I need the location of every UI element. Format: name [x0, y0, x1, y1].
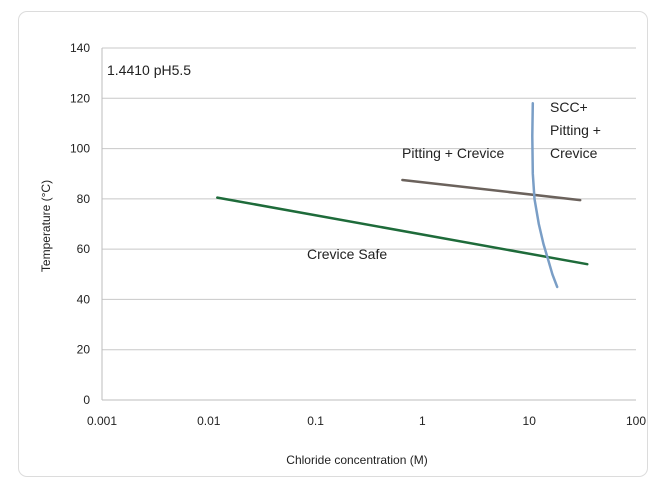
annotation-crevice-safe: Crevice Safe [307, 246, 387, 262]
annotation-scc-line1: SCC+ [550, 99, 588, 115]
y-tick-label: 0 [83, 393, 90, 407]
annotation-pitting-crevice: Pitting + Crevice [402, 145, 505, 161]
y-tick-label: 80 [77, 192, 91, 206]
x-tick-label: 0.001 [87, 414, 117, 428]
x-tick-label: 0.1 [307, 414, 324, 428]
y-tick-label: 40 [77, 292, 91, 306]
y-tick-label: 140 [70, 41, 90, 55]
series-line-3 [531, 102, 559, 289]
grid [101, 47, 636, 401]
chart-title: 1.4410 pH5.5 [107, 62, 191, 78]
series-line-2 [401, 178, 582, 202]
x-axis-label: Chloride concentration (M) [286, 453, 427, 467]
x-tick-label: 1 [419, 414, 426, 428]
y-tick-label: 100 [70, 142, 90, 156]
series-lines [216, 102, 589, 289]
x-tick-label: 10 [523, 414, 537, 428]
x-tick-labels: 0.001 0.01 0.1 1 10 100 [87, 414, 646, 428]
annotation-scc-line2: Pitting + [550, 122, 601, 138]
x-tick-label: 0.01 [197, 414, 221, 428]
y-tick-labels: 0 20 40 60 80 100 120 140 [70, 41, 90, 407]
annotation-scc-line3: Crevice [550, 145, 598, 161]
y-tick-label: 60 [77, 242, 91, 256]
y-tick-label: 20 [77, 343, 91, 357]
y-axis-label: Temperature (°C) [39, 180, 53, 272]
series-line-1 [216, 196, 589, 266]
x-tick-label: 100 [626, 414, 646, 428]
y-tick-label: 120 [70, 91, 90, 105]
